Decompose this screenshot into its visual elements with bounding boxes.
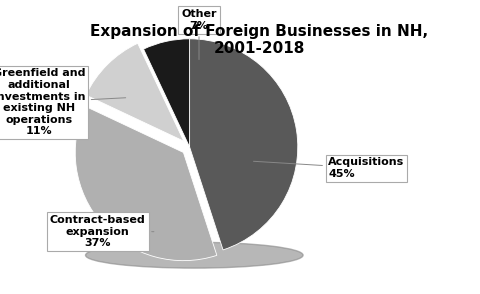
- Wedge shape: [190, 39, 298, 250]
- Text: Acquisitions
45%: Acquisitions 45%: [253, 157, 405, 179]
- Wedge shape: [75, 106, 217, 261]
- Text: Other
7%: Other 7%: [181, 9, 217, 60]
- Text: Greenfield and
additional
investments in
existing NH
operations
11%: Greenfield and additional investments in…: [0, 68, 126, 136]
- Wedge shape: [86, 43, 184, 141]
- Ellipse shape: [85, 242, 303, 268]
- Text: Expansion of Foreign Businesses in NH,
2001-2018: Expansion of Foreign Businesses in NH, 2…: [90, 24, 428, 56]
- Text: Contract-based
expansion
37%: Contract-based expansion 37%: [50, 215, 154, 248]
- Wedge shape: [144, 39, 190, 147]
